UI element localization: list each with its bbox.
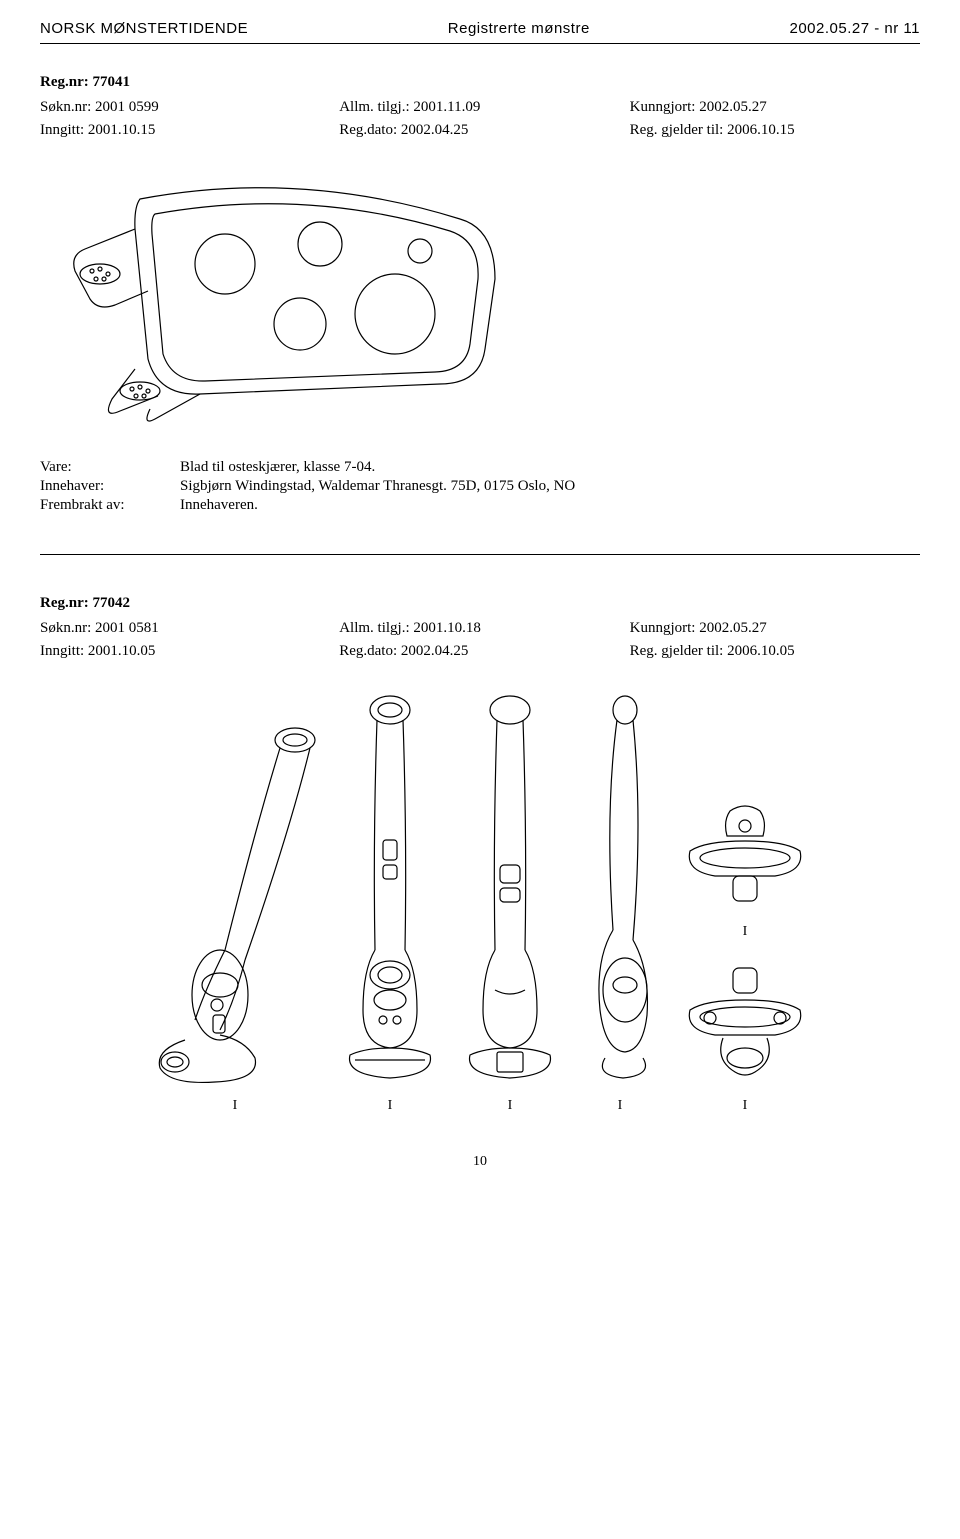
fig-label: I	[233, 1098, 238, 1114]
reg-number: Reg.nr: 77041	[40, 74, 920, 91]
reg-number: Reg.nr: 77042	[40, 595, 920, 612]
entry-row-2: Inngitt: 2001.10.05 Reg.dato: 2002.04.25…	[40, 643, 920, 660]
vare-value: Blad til osteskjærer, klasse 7-04.	[180, 459, 920, 476]
page-header: NORSK MØNSTERTIDENDE Registrerte mønstre…	[40, 20, 920, 37]
fig-label: I	[743, 924, 748, 940]
kunngjort: Kunngjort: 2002.05.27	[630, 620, 920, 637]
inngitt: Inngitt: 2001.10.15	[40, 122, 339, 139]
fig-label: I	[388, 1098, 393, 1114]
kunngjort: Kunngjort: 2002.05.27	[630, 99, 920, 116]
fig-vacuum-front: I	[335, 690, 445, 1114]
page-number: 10	[40, 1154, 920, 1170]
fig-label: I	[508, 1098, 513, 1114]
reg-gjelder-til: Reg. gjelder til: 2006.10.05	[630, 643, 920, 660]
header-center: Registrerte mønstre	[448, 20, 590, 37]
figure-cheese-slicer	[40, 159, 920, 429]
design-entry: Reg.nr: 77042 Søkn.nr: 2001 0581 Allm. t…	[40, 595, 920, 1114]
entry-row-1: Søkn.nr: 2001 0581 Allm. tilgj.: 2001.10…	[40, 620, 920, 637]
header-right: 2002.05.27 - nr 11	[790, 20, 920, 37]
fig-vacuum-side: I	[575, 690, 665, 1114]
innehaver-label: Innehaver:	[40, 478, 180, 495]
allm-tilgj: Allm. tilgj.: 2001.11.09	[339, 99, 629, 116]
frembrakt-label: Frembrakt av:	[40, 497, 180, 514]
inngitt: Inngitt: 2001.10.05	[40, 643, 339, 660]
design-entry: Reg.nr: 77041 Søkn.nr: 2001 0599 Allm. t…	[40, 74, 920, 514]
innehaver-value: Sigbjørn Windingstad, Waldemar Thranesgt…	[180, 478, 920, 495]
sokn-nr: Søkn.nr: 2001 0581	[40, 620, 339, 637]
reg-dato: Reg.dato: 2002.04.25	[339, 643, 629, 660]
fig-label: I	[743, 1098, 748, 1114]
allm-tilgj: Allm. tilgj.: 2001.10.18	[339, 620, 629, 637]
figure-vacuum-set: I	[40, 690, 920, 1114]
vare-label: Vare:	[40, 459, 180, 476]
entry-separator	[40, 554, 920, 555]
frembrakt-value: Innehaveren.	[180, 497, 920, 514]
header-rule	[40, 43, 920, 44]
sokn-nr: Søkn.nr: 2001 0599	[40, 99, 339, 116]
fig-vacuum-back: I	[455, 690, 565, 1114]
header-left: NORSK MØNSTERTIDENDE	[40, 20, 248, 37]
entry-row-2: Inngitt: 2001.10.15 Reg.dato: 2002.04.25…	[40, 122, 920, 139]
fig-vacuum-perspective: I	[145, 710, 325, 1114]
entry-row-1: Søkn.nr: 2001 0599 Allm. tilgj.: 2001.11…	[40, 99, 920, 116]
cheese-slicer-svg	[40, 159, 540, 429]
entry-meta: Vare: Blad til osteskjærer, klasse 7-04.…	[40, 459, 920, 514]
reg-dato: Reg.dato: 2002.04.25	[339, 122, 629, 139]
reg-gjelder-til: Reg. gjelder til: 2006.10.15	[630, 122, 920, 139]
fig-vacuum-topbottom: I I	[675, 796, 815, 1114]
fig-label: I	[618, 1098, 623, 1114]
